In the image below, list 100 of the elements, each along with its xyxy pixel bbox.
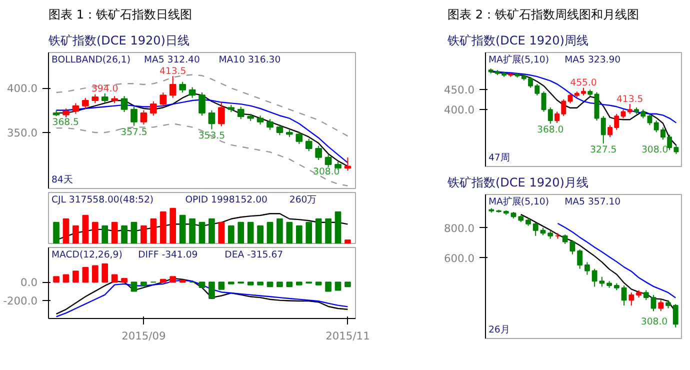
bar [62,218,70,244]
candlestick [592,268,598,288]
candlestick [82,97,89,109]
bar [198,222,206,244]
bar [315,282,322,286]
bar [286,282,293,288]
x-tick-label: 2015/11 [326,330,370,342]
candlestick [643,290,649,301]
bar [82,214,89,244]
bar [160,211,166,244]
bar [170,208,176,244]
candlestick [266,118,274,130]
bar [130,282,138,292]
candlestick [658,300,664,312]
bar [247,282,254,286]
candlestick [305,138,312,152]
annotation: DEA -315.67 [224,250,284,260]
bar [315,218,322,244]
bar [257,225,264,244]
bar [82,267,89,283]
annotation: 353.5 [198,130,226,142]
candlestick [188,86,196,98]
bar [189,218,196,244]
annotation: MA扩展(5,10) [488,54,549,66]
annotation: DIFF -341.09 [138,250,198,260]
bar [208,218,215,244]
annotation: BOLLBAND(26,1) [52,54,130,66]
candlestick [296,131,303,145]
bar [296,225,302,244]
annotation: MA5 323.90 [564,54,621,66]
candlestick [101,92,108,104]
annotation: 368.5 [52,117,80,128]
candlestick [237,106,244,120]
candlestick [324,154,332,168]
bar [306,222,312,244]
bar [160,278,166,283]
annotation: 394.0 [91,83,118,94]
bar [121,278,128,283]
candlestick [160,92,167,108]
bar [266,282,274,288]
bar [218,282,225,290]
candlestick [198,92,206,116]
candlestick [315,145,322,161]
candlestick [169,76,176,98]
y-tick-label: 400.0 [6,82,38,96]
bar [140,225,147,244]
candlestick [534,84,540,96]
bar [121,225,128,244]
annotation: 455.0 [570,78,597,89]
annotation: 308.0 [640,316,668,328]
candlestick [130,106,138,126]
y-tick-label: 350.0 [6,126,38,140]
bar [150,218,157,244]
annotation: 308.0 [642,144,668,156]
bar [102,225,108,244]
bar [62,274,70,283]
bar [179,214,186,244]
bar [276,218,283,244]
chart-title: 图表 2：铁矿石指数周线图和月线图 [448,8,639,22]
y-tick-label: 800.0 [444,222,475,235]
candlestick [562,234,568,244]
bar [296,282,302,286]
bar [334,211,342,244]
candlestick [150,100,157,116]
y-tick-label: 600.0 [444,252,475,265]
annotation: 308.0 [313,166,340,178]
bar [247,222,254,244]
bar [344,282,351,288]
bar [140,282,147,286]
chart-subtitle: 铁矿指数(DCE 1920)周线 [446,34,588,48]
annotation: MA10 316.30 [218,54,281,66]
bar [111,274,118,283]
bar [218,222,225,244]
chart-title: 图表 1：铁矿石指数日线图 [48,8,192,22]
bar [286,222,293,244]
y-tick-label: 400.0 [444,104,475,117]
bar [266,222,274,244]
candlestick [650,294,656,312]
annotation: 357.5 [120,126,148,138]
chart-subtitle: 铁矿指数(DCE 1920)月线 [446,176,588,190]
candlestick [208,110,216,130]
candlestick [570,240,576,255]
text: 260万 [289,194,316,206]
bar [198,282,206,288]
candlestick [568,92,573,104]
bar [53,222,60,244]
candlestick [599,276,605,288]
candlestick [621,285,627,306]
annotation: 47周 [488,152,510,164]
bar [72,270,79,283]
candlestick [218,102,225,127]
bar [325,218,332,244]
bar [72,225,79,244]
annotation: 327.5 [590,144,617,156]
candlestick [628,292,634,306]
line-series [557,222,676,298]
annotation: MA扩展(5,10) [488,196,549,208]
annotation: MA5 312.40 [144,54,200,66]
bar [344,239,351,244]
candlestick [584,262,590,276]
